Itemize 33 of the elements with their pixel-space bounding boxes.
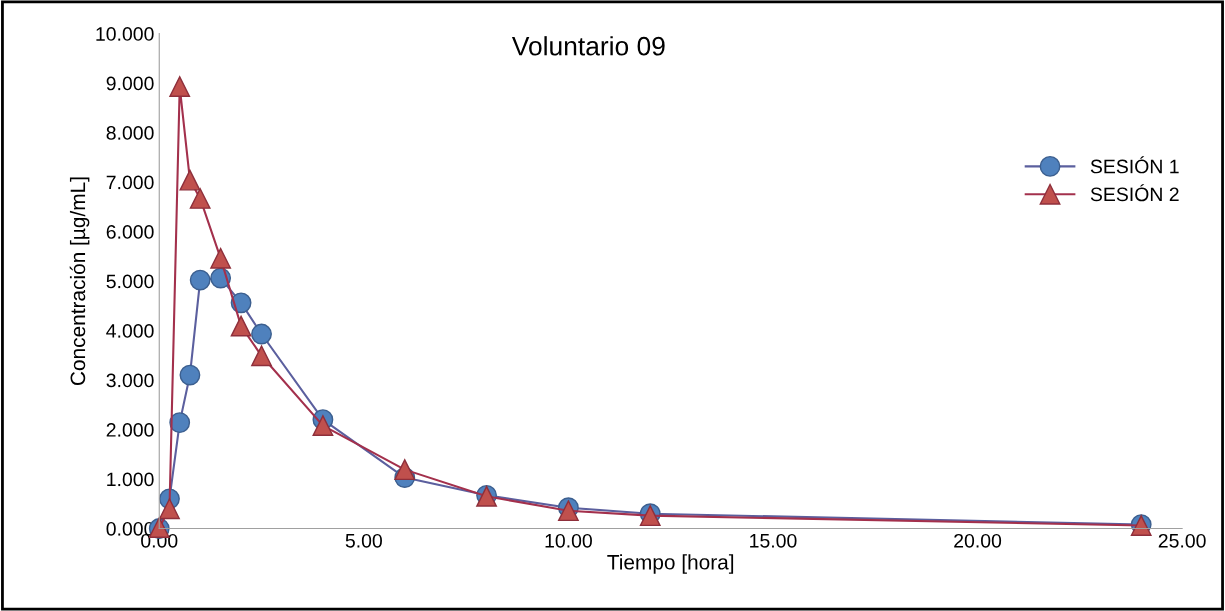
- y-tick-label: 3.000: [106, 373, 154, 388]
- y-tick-label: 2.000: [106, 423, 154, 437]
- point: [179, 169, 201, 191]
- point: [394, 459, 416, 481]
- x-tick-label: 25.00: [1158, 533, 1206, 548]
- point: [230, 315, 252, 337]
- y-tick-label: 9.000: [106, 76, 154, 91]
- y-tick-label: 1.000: [107, 472, 154, 487]
- point: [251, 345, 272, 367]
- legend-label: SESIÓN 1: [1090, 156, 1179, 174]
- point: [189, 187, 211, 209]
- point: [312, 415, 334, 436]
- y-tick-label: 10.000: [96, 27, 154, 41]
- point: [179, 364, 201, 386]
- point: [169, 76, 191, 97]
- y-tick-label: 8.000: [106, 126, 154, 140]
- point: [189, 269, 211, 291]
- point: [169, 412, 191, 434]
- point: [251, 323, 272, 345]
- y-tick-label: 5.000: [106, 274, 154, 289]
- x-tick-label: 5.00: [345, 533, 382, 548]
- y-tick-label: 6.000: [106, 225, 154, 239]
- chart-title: Voluntario 09: [511, 36, 665, 56]
- point: [210, 247, 232, 269]
- x-tick-label: 10.00: [545, 533, 592, 548]
- y-axis-title: Concentración [µg/mL]: [69, 177, 90, 386]
- legend-label: SESIÓN 2: [1090, 184, 1179, 202]
- y-tick-label: 7.000: [106, 175, 154, 190]
- x-axis-title: Tiempo [hora]: [607, 554, 734, 574]
- y-tick-label: 4.000: [106, 324, 154, 338]
- x-tick-label: 15.00: [750, 533, 797, 548]
- point: [159, 498, 180, 520]
- x-tick-label: 20.00: [954, 533, 1002, 548]
